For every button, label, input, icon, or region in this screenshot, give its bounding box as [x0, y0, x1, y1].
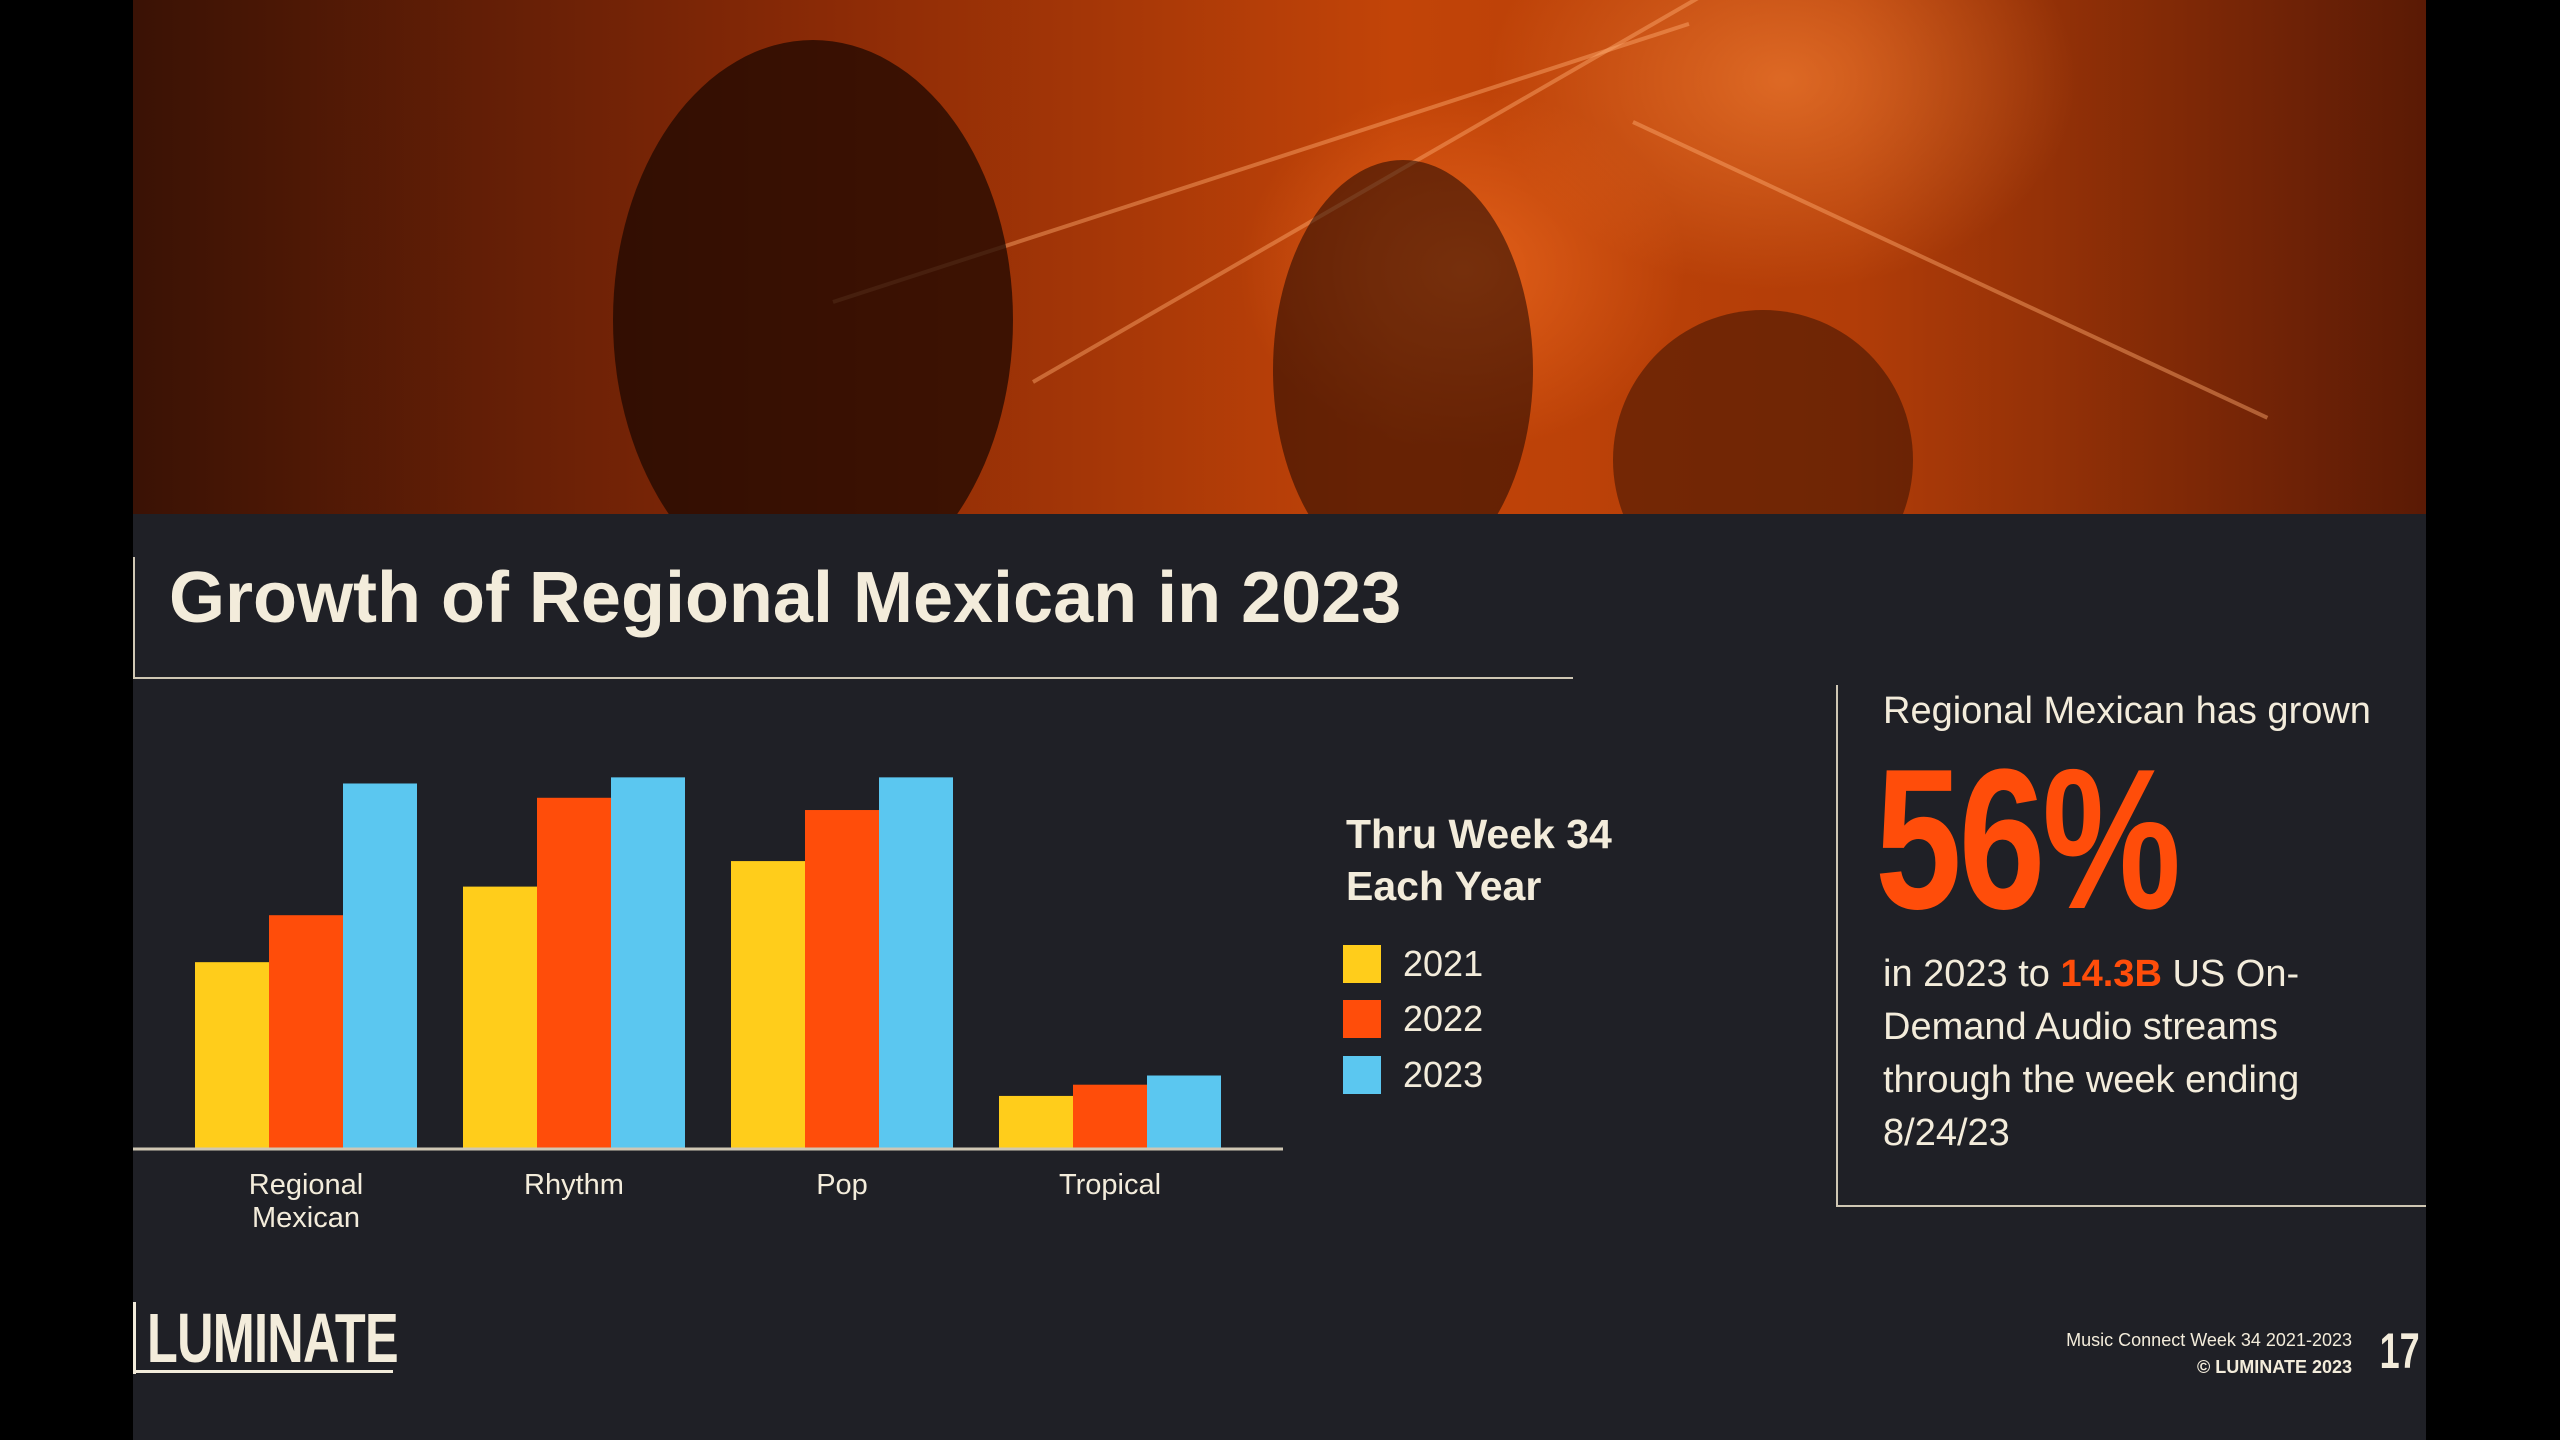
- hero-photo: [133, 0, 2426, 514]
- legend-swatch-2023: [1343, 1056, 1381, 1094]
- footer-source: Music Connect Week 34 2021-2023: [2066, 1330, 2352, 1350]
- x-tick-label-tropical: Tropical: [1059, 1169, 1161, 1201]
- bar-2023-tropical: [1147, 1075, 1221, 1148]
- legend-title: Thru Week 34 Each Year: [1346, 808, 1612, 912]
- callout-body-post: US On-Demand Audio streams through the w…: [1883, 953, 2300, 1154]
- bar-2021-rhythm: [463, 886, 537, 1148]
- legend-swatch-2021: [1343, 945, 1381, 983]
- title-underline: [133, 677, 1573, 679]
- slide: Growth of Regional Mexican in 2023 Regio…: [133, 0, 2426, 1440]
- bar-2021-tropical: [999, 1095, 1073, 1148]
- legend-label-2021: 2021: [1403, 943, 1484, 984]
- legend-title-line-2: Each Year: [1346, 863, 1542, 909]
- page-title: Growth of Regional Mexican in 2023: [169, 558, 1402, 638]
- title-accent-line: [133, 557, 135, 678]
- x-tick-label-regional-mexican: Regional Mexican: [249, 1169, 363, 1234]
- page-number: 17: [2379, 1323, 2420, 1379]
- footer: Music Connect Week 34 2021-2023 © LUMINA…: [2066, 1327, 2352, 1381]
- bar-2022-regional-mexican: [269, 915, 343, 1148]
- callout-body-pre: in 2023 to: [1883, 953, 2061, 995]
- bar-2023-rhythm: [611, 777, 685, 1148]
- callout-border-bottom: [1836, 1205, 2426, 1207]
- bar-chart: Regional Mexican Rhythm Pop Tropical: [133, 777, 1283, 1234]
- logo-bar: [133, 1302, 136, 1374]
- x-tick-label-rhythm: Rhythm: [524, 1169, 624, 1201]
- bar-2021-pop: [731, 861, 805, 1148]
- footer-copyright: © LUMINATE 2023: [2197, 1357, 2352, 1377]
- x-tick-label-pop: Pop: [816, 1169, 868, 1201]
- callout-heading: Regional Mexican has grown: [1883, 690, 2371, 732]
- callout-border-left: [1836, 685, 1838, 1207]
- logo-text: LUMINATE: [147, 1299, 399, 1377]
- legend-title-line-1: Thru Week 34: [1346, 811, 1612, 857]
- bar-2023-pop: [879, 777, 953, 1148]
- bar-2022-rhythm: [537, 797, 611, 1148]
- callout-percentage: 56%: [1875, 728, 2181, 951]
- logo-underline: [133, 1370, 393, 1373]
- bar-2022-pop: [805, 810, 879, 1148]
- bar-2022-tropical: [1073, 1084, 1147, 1148]
- callout-body: in 2023 to 14.3B US On-Demand Audio stre…: [1883, 948, 2403, 1160]
- legend-label-2022: 2022: [1403, 998, 1484, 1039]
- bar-2021-regional-mexican: [195, 962, 269, 1148]
- legend-label-2023: 2023: [1403, 1054, 1484, 1095]
- callout-highlight: 14.3B: [2060, 953, 2162, 995]
- legend-swatch-2022: [1343, 1000, 1381, 1038]
- bar-2023-regional-mexican: [343, 783, 417, 1148]
